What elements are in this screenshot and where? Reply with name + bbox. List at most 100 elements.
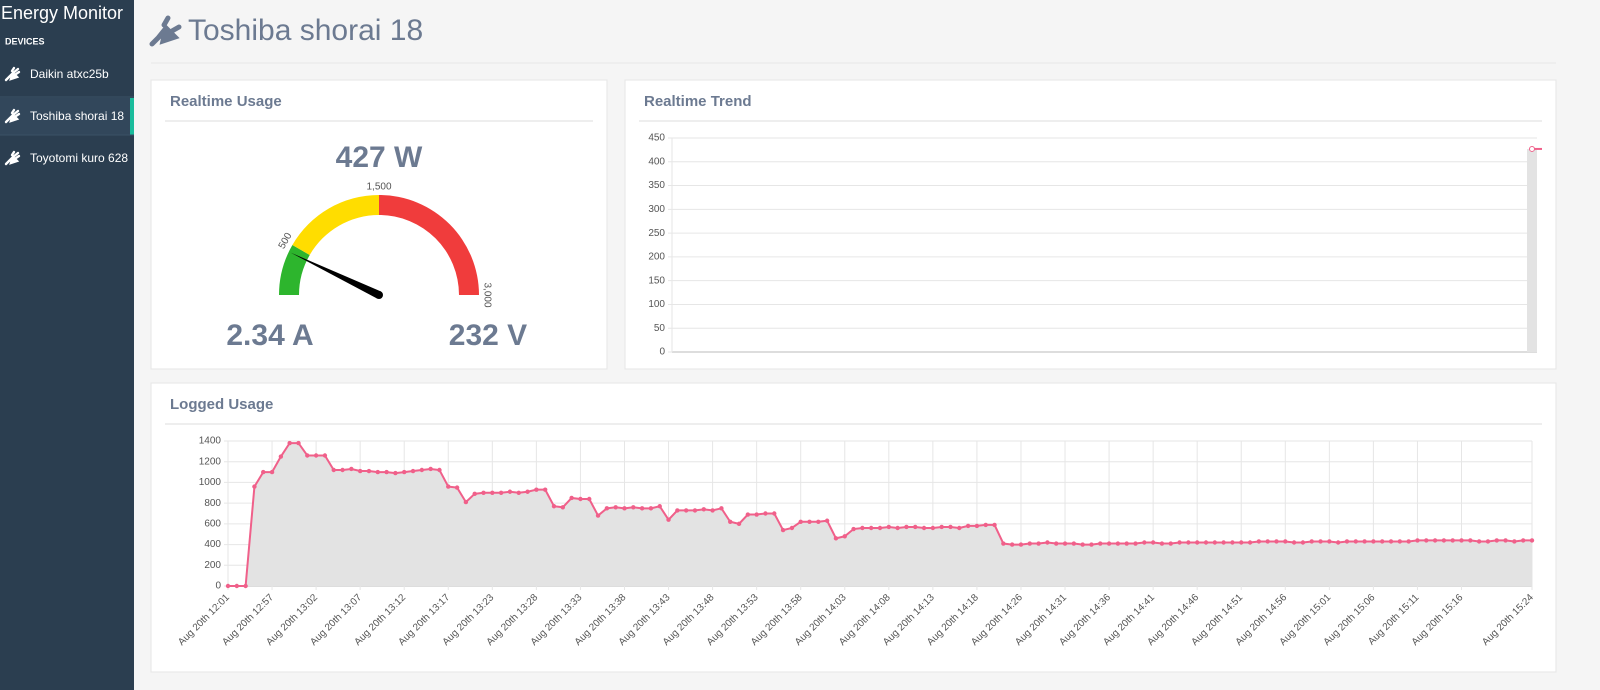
point <box>507 489 513 494</box>
device-name[interactable]: Daikin atxc25b <box>30 67 109 81</box>
point <box>472 491 477 497</box>
point <box>1380 539 1385 544</box>
active-bg <box>0 98 134 135</box>
point <box>1520 538 1526 543</box>
point <box>454 485 460 490</box>
panel <box>624 79 1557 370</box>
point <box>1212 540 1218 545</box>
point <box>1397 539 1403 544</box>
y-tick-label: 350 <box>648 180 665 191</box>
point <box>965 523 971 529</box>
point <box>1124 541 1129 546</box>
point <box>622 506 627 511</box>
point <box>772 511 777 516</box>
panel <box>150 79 608 370</box>
point <box>1036 541 1041 546</box>
point <box>1318 539 1323 544</box>
point <box>419 467 425 473</box>
device-name[interactable]: Toshiba shorai 18 <box>30 109 124 123</box>
device-item[interactable]: Daikin atxc25b <box>4 66 109 82</box>
point <box>587 496 592 502</box>
y-tick-label: 400 <box>204 539 221 550</box>
point <box>957 525 962 531</box>
point <box>877 525 883 531</box>
point <box>921 525 927 531</box>
point <box>1353 539 1358 544</box>
y-tick-label: 0 <box>659 347 665 358</box>
point <box>1283 539 1288 544</box>
point <box>648 506 654 511</box>
device-item[interactable]: Toyotomi kuro 628 <box>4 150 128 166</box>
point <box>886 524 892 530</box>
area <box>228 443 1532 586</box>
point <box>798 519 803 524</box>
device-item-active[interactable]: Toshiba shorai 18 <box>0 98 134 135</box>
y-tick-label: 50 <box>654 323 666 334</box>
point <box>948 524 953 530</box>
point <box>1450 538 1455 543</box>
point <box>736 521 742 527</box>
point <box>639 506 645 511</box>
point <box>851 526 856 532</box>
point <box>1089 542 1094 547</box>
panel-title: Realtime Trend <box>644 93 752 110</box>
device-name[interactable]: Toyotomi kuro 628 <box>30 151 128 165</box>
point <box>1203 540 1209 545</box>
point <box>913 524 918 530</box>
point <box>631 505 636 510</box>
point <box>983 522 988 528</box>
point <box>278 454 284 459</box>
point <box>1080 542 1085 547</box>
point <box>1071 541 1077 546</box>
point <box>366 468 372 474</box>
point <box>1027 541 1032 546</box>
point <box>287 440 292 446</box>
point <box>331 467 336 473</box>
point <box>252 484 257 489</box>
point <box>516 490 521 495</box>
point <box>1230 540 1235 545</box>
point <box>481 490 486 495</box>
y-tick-label: 1200 <box>199 456 222 467</box>
point <box>683 508 689 513</box>
y-tick-label: 100 <box>648 299 665 310</box>
point <box>1142 540 1147 545</box>
point <box>1406 539 1411 544</box>
y-tick-label: 800 <box>204 498 221 509</box>
point <box>613 505 618 510</box>
point <box>868 525 874 531</box>
panel-title: Realtime Usage <box>170 93 282 110</box>
point <box>895 525 900 531</box>
panel-title: Logged Usage <box>170 396 273 413</box>
point <box>1045 540 1050 545</box>
y-tick-label: 400 <box>648 156 665 167</box>
point <box>824 518 830 523</box>
point <box>234 583 240 589</box>
line-chart: 0 50 100 150 200 250 300 350 400 450 <box>648 133 1542 358</box>
point <box>1256 539 1262 544</box>
point <box>349 466 354 472</box>
point <box>595 513 601 518</box>
point <box>1344 539 1350 544</box>
point <box>1001 541 1006 546</box>
point <box>745 512 751 517</box>
point <box>1159 541 1165 546</box>
point <box>657 504 662 509</box>
header-icon <box>152 18 179 44</box>
point <box>1529 145 1535 152</box>
point <box>1115 541 1121 546</box>
point <box>1009 542 1015 547</box>
point <box>1424 538 1429 543</box>
point <box>860 525 865 531</box>
point <box>1062 541 1068 546</box>
point <box>1168 541 1173 546</box>
needle-hub <box>375 291 383 299</box>
point <box>1529 538 1535 543</box>
point <box>1512 539 1517 544</box>
point <box>701 507 706 512</box>
point <box>728 519 733 524</box>
point <box>1485 539 1491 544</box>
point <box>322 453 328 458</box>
